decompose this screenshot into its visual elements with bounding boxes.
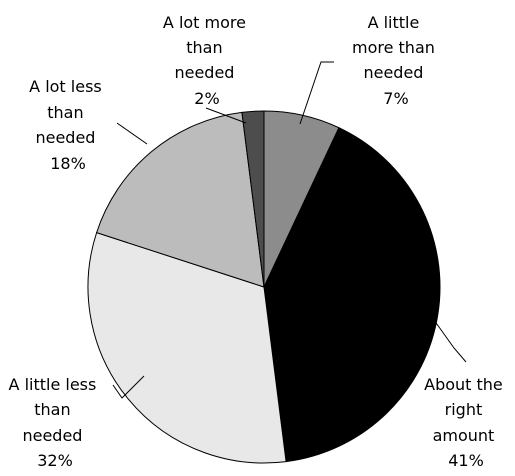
leader-lines — [112, 61, 467, 399]
pie-slice-a-lot-less-than-needed — [95, 111, 265, 288]
leader-a-little-less-than-needed — [112, 375, 145, 399]
slice-labels: A little more than needed 7% About the r… — [9, 13, 508, 470]
label-a-lot-more-than-needed: A lot more than needed 2% — [163, 13, 251, 108]
label-a-little-less-than-needed: A little less than needed 32% — [9, 375, 102, 470]
leader-about-the-right-amount — [428, 312, 467, 363]
pie-slice-about-the-right-amount — [263, 127, 441, 463]
leader-a-lot-more-than-needed — [205, 107, 247, 124]
pie-slices — [87, 110, 441, 464]
pie-slice-a-lot-more-than-needed — [241, 110, 265, 288]
leader-a-little-more-than-needed — [299, 61, 334, 125]
pie-slice-a-little-less-than-needed — [87, 231, 287, 464]
label-about-the-right-amount: About the right amount 41% — [424, 375, 508, 470]
label-a-lot-less-than-needed: A lot less than needed 18% — [29, 77, 107, 173]
leader-a-lot-less-than-needed — [116, 122, 148, 145]
label-a-little-more-than-needed: A little more than needed 7% — [352, 13, 440, 108]
